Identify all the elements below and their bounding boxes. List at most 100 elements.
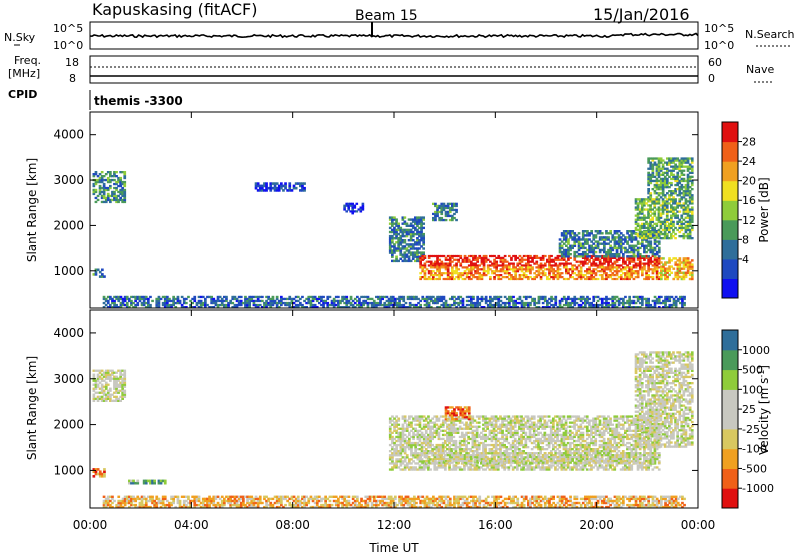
heatmap-cell <box>379 297 382 301</box>
heatmap-cell <box>332 303 336 307</box>
heatmap-cell <box>446 501 450 505</box>
heatmap-cell <box>550 270 553 273</box>
heatmap-cell <box>520 274 524 277</box>
heatmap-cell <box>643 237 646 240</box>
heatmap-cell <box>442 499 446 503</box>
heatmap-cell <box>605 495 608 498</box>
heatmap-cell <box>541 274 545 277</box>
heatmap-cell <box>387 297 391 301</box>
heatmap-cell <box>645 274 648 277</box>
heatmap-cell <box>305 301 308 305</box>
heatmap-cell <box>672 220 675 223</box>
heatmap-cell <box>109 397 112 400</box>
heatmap-cell <box>195 301 199 305</box>
heatmap-cell <box>630 246 634 250</box>
heatmap-cell <box>607 303 610 307</box>
heatmap-cell <box>632 497 636 501</box>
heatmap-cell <box>375 303 378 307</box>
heatmap-cell <box>562 238 566 241</box>
heatmap-cell <box>676 179 680 183</box>
heatmap-cell <box>119 373 122 376</box>
heatmap-cell <box>391 228 394 232</box>
heatmap-cell <box>684 188 688 191</box>
heatmap-cell <box>634 228 638 232</box>
heatmap-cell <box>423 254 427 258</box>
heatmap-cell <box>339 301 342 305</box>
heatmap-cell <box>301 497 304 501</box>
heatmap-cell <box>409 243 413 246</box>
heatmap-cell <box>147 306 150 309</box>
heatmap-cell <box>655 183 659 187</box>
heatmap-cell <box>453 499 456 503</box>
heatmap-cell <box>117 399 120 402</box>
heatmap-cell <box>409 234 413 238</box>
heatmap-cell <box>484 501 488 505</box>
heatmap-cell <box>657 255 661 258</box>
heatmap-cell <box>649 181 653 185</box>
heatmap-cell <box>686 200 690 203</box>
heatmap-cell <box>651 167 655 170</box>
heatmap-cell <box>499 299 503 303</box>
heatmap-cell <box>661 163 665 166</box>
heatmap-cell <box>265 499 268 503</box>
heatmap-cell <box>531 268 534 271</box>
heatmap-cell <box>220 505 224 509</box>
heatmap-cell <box>307 299 311 303</box>
heatmap-cell <box>403 216 407 219</box>
heatmap-cell <box>421 297 425 301</box>
heatmap-cell <box>686 265 690 268</box>
heatmap-cell <box>651 503 655 507</box>
heatmap-cell <box>288 501 292 505</box>
heatmap-cell <box>400 297 403 301</box>
heatmap-cell <box>514 495 517 498</box>
heatmap-cell <box>394 299 397 303</box>
heatmap-cell <box>472 303 475 307</box>
heatmap-cell <box>136 295 140 299</box>
heatmap-cell <box>649 173 653 176</box>
heatmap-cell <box>624 295 627 299</box>
heatmap-cell <box>495 266 498 269</box>
heatmap-cell <box>661 188 665 191</box>
heatmap-cell <box>664 271 667 274</box>
heatmap-cell <box>204 297 207 301</box>
heatmap-cell <box>396 503 399 507</box>
heatmap-cell <box>400 499 403 503</box>
heatmap-cell <box>686 194 690 197</box>
heatmap-cell <box>567 268 570 271</box>
heatmap-cell <box>653 295 657 299</box>
heatmap-cell <box>265 301 268 305</box>
heatmap-cell <box>98 180 102 184</box>
heatmap-cell <box>172 301 175 305</box>
heatmap-cell <box>514 272 517 275</box>
heatmap-cell <box>277 306 281 309</box>
heatmap-cell <box>688 214 692 217</box>
heatmap-cell <box>554 505 558 509</box>
heatmap-cell <box>104 297 108 301</box>
heatmap-cell <box>451 218 454 222</box>
heatmap-cell <box>254 497 258 501</box>
heatmap-cell <box>425 260 429 263</box>
heatmap-cell <box>533 272 536 275</box>
heatmap-cell <box>607 499 610 503</box>
heatmap-cell <box>446 266 450 269</box>
heatmap-cell <box>147 297 150 301</box>
heatmap-cell <box>416 218 419 221</box>
heatmap-cell <box>149 499 152 503</box>
heatmap-cell <box>422 243 425 246</box>
heatmap-cell <box>533 297 536 301</box>
heatmap-cell <box>92 389 96 392</box>
heatmap-cell <box>444 505 448 509</box>
heatmap-cell <box>649 256 653 259</box>
heatmap-cell <box>185 499 188 503</box>
heatmap-cell <box>634 214 638 217</box>
y-tick-label: 3000 <box>53 173 84 187</box>
heatmap-cell <box>666 275 669 279</box>
heatmap-cell <box>368 499 372 503</box>
heatmap-cell <box>657 240 661 243</box>
heatmap-cell <box>516 262 520 265</box>
heatmap-cell <box>353 297 357 301</box>
heatmap-cell <box>231 301 235 305</box>
heatmap-cell <box>438 206 441 210</box>
heatmap-cell <box>640 222 644 225</box>
heatmap-cell <box>296 505 300 509</box>
